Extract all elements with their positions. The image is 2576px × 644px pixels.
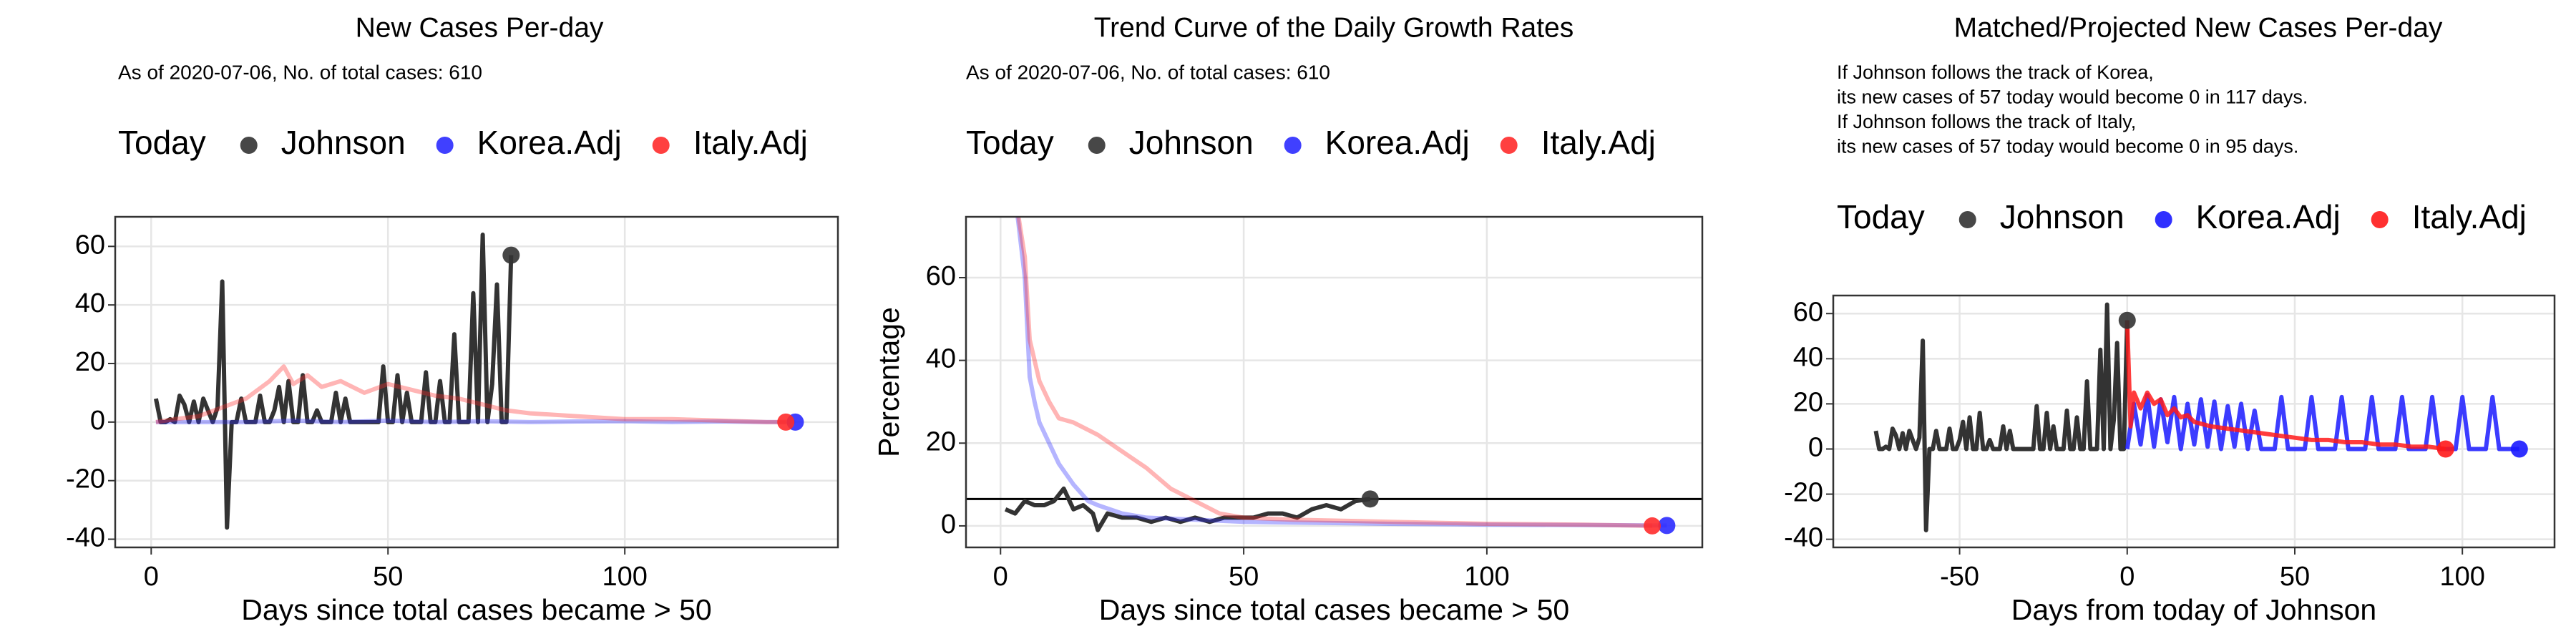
plot-border bbox=[114, 215, 839, 549]
series-line bbox=[153, 233, 514, 530]
x-tick-label: 50 bbox=[1229, 562, 1259, 592]
panel: Matched/Projected New Cases Per-day If Jo… bbox=[1784, 12, 2556, 626]
plot-layer bbox=[1873, 302, 2519, 532]
x-tick-label: 0 bbox=[144, 562, 159, 592]
annotation: If Johnson follows the track of Korea, bbox=[1837, 62, 2154, 83]
legend-title: Today bbox=[1837, 198, 1925, 235]
annotation: its new cases of 57 today would become 0… bbox=[1837, 136, 2298, 157]
legend-title: Today bbox=[118, 124, 206, 161]
series-line bbox=[1873, 302, 2129, 532]
plot-layer bbox=[153, 233, 796, 530]
series-line bbox=[1004, 486, 1371, 532]
plot-layer bbox=[966, 217, 1702, 532]
x-tick-label: 0 bbox=[993, 562, 1008, 592]
plot-border bbox=[965, 215, 1704, 549]
y-tick-label: 0 bbox=[1808, 433, 1823, 463]
subtitle: As of 2020-07-06, No. of total cases: 61… bbox=[118, 61, 482, 83]
y-tick-label: 60 bbox=[926, 261, 956, 291]
y-tick-label: 40 bbox=[75, 288, 105, 318]
legend-label: Johnson bbox=[281, 124, 406, 161]
y-tick-label: -20 bbox=[1784, 478, 1823, 508]
annotation: If Johnson follows the track of Italy, bbox=[1837, 111, 2136, 132]
subtitle: As of 2020-07-06, No. of total cases: 61… bbox=[966, 61, 1330, 83]
y-tick-label: 60 bbox=[75, 230, 105, 260]
y-tick-label: -40 bbox=[1784, 523, 1823, 553]
today-point bbox=[1643, 517, 1661, 535]
chart-title: Trend Curve of the Daily Growth Rates bbox=[1094, 12, 1574, 43]
series-line bbox=[2124, 320, 2446, 452]
plot-border bbox=[1832, 294, 2556, 549]
legend-marker bbox=[240, 137, 258, 154]
panel: New Cases Per-day As of 2020-07-06, No. o… bbox=[66, 12, 839, 626]
y-tick-label: 20 bbox=[1793, 387, 1823, 417]
x-tick-label: 100 bbox=[602, 562, 647, 592]
chart-title: New Cases Per-day bbox=[356, 12, 604, 43]
legend-marker bbox=[2155, 211, 2172, 228]
series-line bbox=[155, 418, 796, 424]
x-tick-label: 100 bbox=[2439, 562, 2484, 592]
x-axis-label: Days since total cases became > 50 bbox=[1099, 593, 1569, 626]
today-point bbox=[2118, 311, 2136, 329]
plot-area bbox=[966, 217, 1702, 547]
today-point bbox=[502, 246, 520, 264]
today-point bbox=[1361, 490, 1379, 508]
x-tick-label: -50 bbox=[1940, 562, 1979, 592]
x-axis-label: Days since total cases became > 50 bbox=[241, 593, 711, 626]
legend-marker bbox=[1958, 211, 1976, 228]
legend-marker bbox=[1088, 137, 1106, 154]
series-line bbox=[1016, 217, 1653, 528]
annotation: its new cases of 57 today would become 0… bbox=[1837, 87, 2308, 108]
series-line bbox=[155, 364, 786, 424]
y-tick-label: 20 bbox=[926, 426, 956, 457]
legend-marker bbox=[1284, 137, 1302, 154]
legend-label: Johnson bbox=[2000, 198, 2124, 235]
y-axis-label: Percentage bbox=[872, 307, 905, 457]
legend-marker bbox=[1500, 137, 1518, 154]
legend-label: Korea.Adj bbox=[1325, 124, 1470, 161]
y-tick-label: -40 bbox=[66, 523, 105, 553]
legend-label: Italy.Adj bbox=[693, 124, 808, 161]
chart-title: Matched/Projected New Cases Per-day bbox=[1954, 12, 2443, 43]
x-axis-label: Days from today of Johnson bbox=[2011, 593, 2376, 626]
today-point bbox=[777, 413, 795, 431]
y-tick-label: 20 bbox=[75, 347, 105, 377]
y-tick-label: 0 bbox=[90, 406, 105, 436]
series-line bbox=[1015, 217, 1667, 528]
legend-label: Korea.Adj bbox=[477, 124, 622, 161]
y-tick-label: 60 bbox=[1793, 297, 1823, 327]
x-tick-label: 0 bbox=[2119, 562, 2135, 592]
panel: Trend Curve of the Daily Growth Rates As … bbox=[872, 12, 1704, 626]
y-tick-label: 40 bbox=[926, 344, 956, 374]
y-tick-label: 40 bbox=[1793, 342, 1823, 372]
today-point bbox=[2510, 440, 2528, 458]
legend-title: Today bbox=[966, 124, 1054, 161]
y-tick-label: -20 bbox=[66, 464, 105, 494]
legend-label: Johnson bbox=[1129, 124, 1254, 161]
legend-marker bbox=[436, 137, 454, 154]
y-tick-label: 0 bbox=[941, 509, 956, 540]
x-tick-label: 50 bbox=[2280, 562, 2310, 592]
today-point bbox=[2436, 440, 2454, 458]
legend-marker bbox=[2371, 211, 2389, 228]
legend-marker bbox=[652, 137, 670, 154]
x-tick-label: 100 bbox=[1464, 562, 1509, 592]
x-tick-label: 50 bbox=[373, 562, 403, 592]
legend-label: Italy.Adj bbox=[2412, 198, 2527, 235]
series-line bbox=[2124, 392, 2519, 452]
legend-label: Italy.Adj bbox=[1541, 124, 1656, 161]
today-point bbox=[1658, 517, 1676, 535]
legend-label: Korea.Adj bbox=[2196, 198, 2341, 235]
